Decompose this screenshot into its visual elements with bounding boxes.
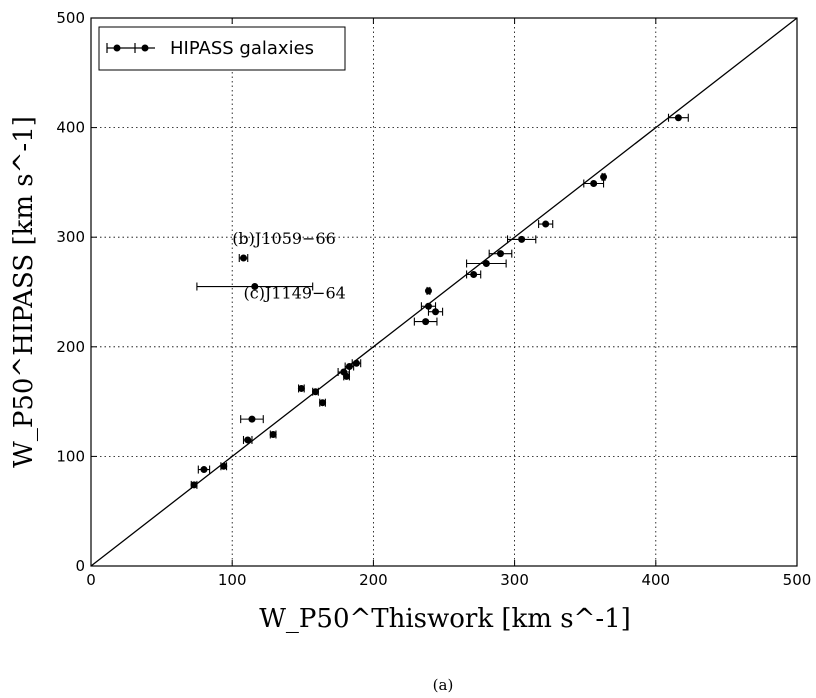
data-point	[297, 384, 305, 393]
x-tick-label: 200	[359, 571, 388, 589]
data-point	[667, 113, 689, 122]
data-marker	[244, 436, 252, 444]
data-point	[600, 172, 608, 181]
data-point	[319, 398, 327, 407]
data-point	[190, 480, 198, 489]
data-marker	[590, 179, 598, 187]
x-tick-label: 300	[500, 571, 529, 589]
data-marker	[432, 308, 440, 316]
y-tick-label: 200	[56, 338, 85, 356]
data-marker	[200, 466, 208, 474]
data-marker	[424, 302, 432, 310]
data-point	[312, 387, 320, 396]
x-axis-ticks: 0 100 200 300 400 500	[86, 18, 811, 589]
y-tick-label: 400	[56, 119, 85, 137]
data-point	[269, 430, 277, 439]
data-marker	[496, 250, 504, 258]
x-axis-label: W_P50^Thiswork [km s^-1]	[259, 604, 631, 634]
annotation-b: (b)J1059−66	[232, 229, 336, 248]
plot-frame	[90, 17, 798, 567]
data-point	[351, 359, 362, 368]
data-point	[344, 362, 355, 371]
data-point	[506, 235, 537, 244]
data-point	[538, 220, 554, 229]
y-tick-label: 0	[75, 557, 85, 575]
data-marker	[343, 372, 351, 380]
data-marker	[422, 318, 430, 326]
y-axis-label: W_P50^HIPASS [km s^-1]	[9, 116, 39, 468]
legend-label: HIPASS galaxies	[170, 38, 314, 59]
data-point	[343, 372, 351, 381]
y-tick-label: 100	[56, 447, 85, 465]
annotations: (b)J1059−66 (c)J1149−64	[232, 229, 346, 303]
data-point	[424, 286, 432, 295]
data-marker	[424, 287, 432, 295]
data-point	[238, 254, 249, 263]
figure-caption: (a)	[433, 676, 454, 694]
data-point	[583, 179, 605, 188]
x-tick-label: 100	[218, 571, 247, 589]
data-marker	[345, 363, 353, 371]
legend-marker	[106, 43, 155, 53]
data-marker	[248, 415, 256, 423]
legend: HIPASS galaxies	[98, 26, 346, 71]
data-marker	[352, 359, 360, 367]
data-marker	[190, 481, 198, 489]
data-marker	[312, 388, 320, 396]
y-tick-label: 500	[56, 9, 85, 27]
data-marker	[518, 235, 526, 243]
data-point	[240, 415, 264, 424]
data-marker	[220, 462, 228, 470]
data-marker	[674, 114, 682, 122]
data-point	[196, 282, 314, 291]
data-marker	[542, 220, 550, 228]
data-marker	[600, 173, 608, 181]
annotation-c: (c)J1149−64	[243, 284, 345, 303]
data-marker	[470, 270, 478, 278]
data-marker	[482, 260, 490, 268]
data-marker	[251, 283, 259, 291]
x-tick-label: 500	[783, 571, 812, 589]
data-point	[242, 435, 253, 444]
y-tick-label: 300	[56, 228, 85, 246]
x-tick-label: 0	[86, 571, 96, 589]
data-point	[427, 307, 444, 316]
y-axis-label-text: W_P50^HIPASS [km s^-1]	[9, 116, 39, 468]
data-point	[197, 465, 211, 474]
grid	[91, 18, 797, 566]
data-point	[488, 249, 513, 258]
x-axis-label-text: W_P50^Thiswork [km s^-1]	[259, 604, 631, 634]
data-marker	[269, 430, 277, 438]
y-axis-ticks: 0 100 200 300 400 500	[56, 9, 797, 575]
data-point	[413, 317, 438, 326]
data-point	[466, 270, 482, 279]
one-to-one-line	[90, 17, 798, 567]
data-points	[190, 113, 689, 489]
data-point	[466, 259, 507, 268]
x-tick-label: 400	[641, 571, 670, 589]
data-marker	[319, 399, 327, 407]
data-point	[220, 462, 228, 471]
data-marker	[297, 384, 305, 392]
data-marker	[239, 254, 247, 262]
